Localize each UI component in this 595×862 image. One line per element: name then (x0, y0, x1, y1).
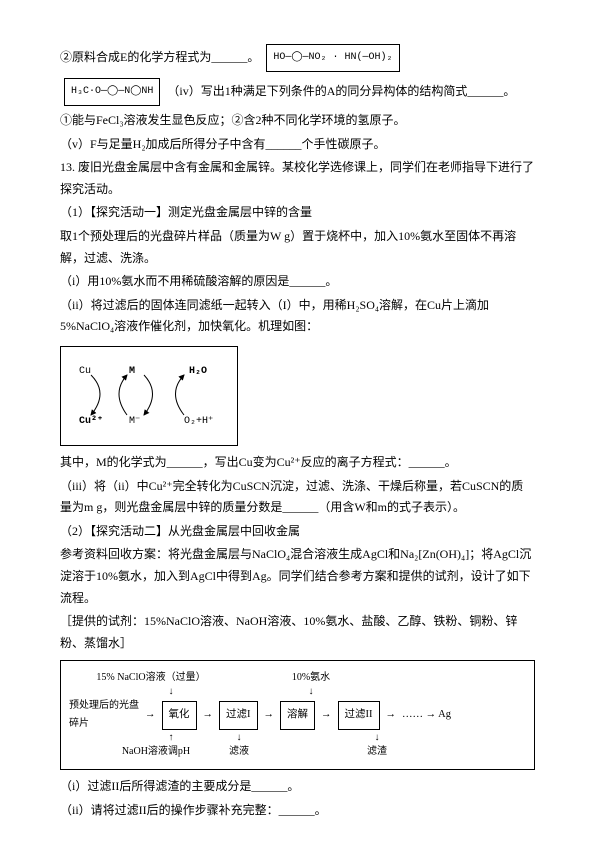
p2-text: （iv）写出1种满足下列条件的A的同分异构体的结构简式______。 (167, 84, 515, 98)
p1-text: ②原料合成E的化学方程式为______。 (60, 50, 259, 64)
q13-sub2-title: （2）【探究活动二】从光盘金属层中回收金属 (60, 521, 535, 543)
cu2-label: Cu²⁺ (79, 415, 103, 427)
cu-label: Cu (79, 366, 91, 377)
paragraph-3: ①能与FeCl₃溶液发生显色反应；②含2种不同化学环境的氢原子。 (60, 110, 535, 132)
q13-title: 13. 废旧光盘金属层中含有金属和金属锌。某校化学选修课上，同学们在老师指导下进… (60, 157, 535, 200)
arrow-icon: → (319, 706, 334, 725)
q13-iii: （iii）将（ii）中Cu²⁺完全转化为CuSCN沉淀，过滤、洗涤、干燥后称量，… (60, 476, 535, 519)
flowchart: 15% NaClO溶液（过量） ↓ 10%氨水 ↓ 预处理后的光盘碎片 → 氧化… (60, 660, 535, 770)
flow-out1: 滤液 (229, 743, 249, 761)
q13-sub1-title: （1）【探究活动一】测定光盘金属层中锌的含量 (60, 202, 535, 224)
flow-out2: 滤渣 (367, 743, 387, 761)
m-minus-label: M⁻ (129, 416, 140, 427)
paragraph-2: H₃C·O—◯—N◯NH （iv）写出1种满足下列条件的A的同分异构体的结构简式… (60, 76, 535, 108)
paragraph-1: ②原料合成E的化学方程式为______。 HO—◯—NO₂ · HN(—OH)₂ (60, 42, 535, 74)
arrow-icon: → (143, 706, 158, 725)
arrow-icon: → (384, 706, 399, 725)
flow-bot1: NaOH溶液调pH (106, 743, 206, 761)
flow-start: 预处理后的光盘碎片 (69, 697, 139, 733)
mechanism-diagram: Cu Cu²⁺ M M⁻ H₂O O₂+H⁺ (60, 346, 238, 446)
flow-step-1: 氧化 (162, 701, 197, 730)
o2h-label: O₂+H⁺ (184, 416, 213, 427)
flow-step-3: 溶解 (280, 701, 315, 730)
q13-blank-ii: （ii）请将过滤II后的操作步骤补充完整：______。 (60, 800, 535, 822)
down-arrow-icon: ↓ (237, 733, 242, 743)
up-arrow-icon: ↑ (169, 733, 174, 743)
down-arrow-icon: ↓ (309, 687, 314, 697)
flow-step-2: 过滤I (219, 701, 258, 730)
arrow-icon: → (201, 706, 216, 725)
q13-reagents: ［提供的试剂：15%NaClO溶液、NaOH溶液、10%氨水、盐酸、乙醇、铁粉、… (60, 611, 535, 654)
mechanism-svg: Cu Cu²⁺ M M⁻ H₂O O₂+H⁺ (69, 353, 229, 433)
arrow-icon: → (262, 706, 277, 725)
q13-ii-after: 其中，M的化学式为______，写出Cu变为Cu²⁺反应的离子方程式：_____… (60, 452, 535, 474)
flow-top2: 10%氨水 (292, 669, 330, 687)
flow-top1: 15% NaClO溶液（过量） (91, 669, 211, 687)
paragraph-4: （v）F与足量H₂加成后所得分子中含有______个手性碳原子。 (60, 134, 535, 156)
q13-sub2-text: 参考资料回收方案：将光盘金属层与NaClO₄混合溶液生成AgCl和Na₂[Zn(… (60, 544, 535, 609)
q13-blank-i: （i）过滤II后所得滤渣的主要成分是______。 (60, 776, 535, 798)
chem-structure-1: HO—◯—NO₂ · HN(—OH)₂ (266, 44, 399, 72)
down-arrow-icon: ↓ (169, 687, 174, 697)
chem-structure-2: H₃C·O—◯—N◯NH (64, 78, 160, 106)
q13-i: （i）用10%氨水而不用稀硫酸溶解的原因是______。 (60, 271, 535, 293)
down-arrow-icon: ↓ (375, 733, 380, 743)
q13-sub1-text: 取1个预处理后的光盘碎片样品（质量为W g）置于烧杯中，加入10%氨水至固体不再… (60, 226, 535, 269)
flow-end: …… → Ag (402, 706, 451, 725)
flow-step-4: 过滤II (338, 701, 380, 730)
h2o-label: H₂O (189, 366, 207, 377)
q13-ii: （ii）将过滤后的固体连同滤纸一起转入（I）中，用稀H₂SO₄溶解，在Cu片上滴… (60, 295, 535, 338)
m-label: M (129, 366, 135, 377)
